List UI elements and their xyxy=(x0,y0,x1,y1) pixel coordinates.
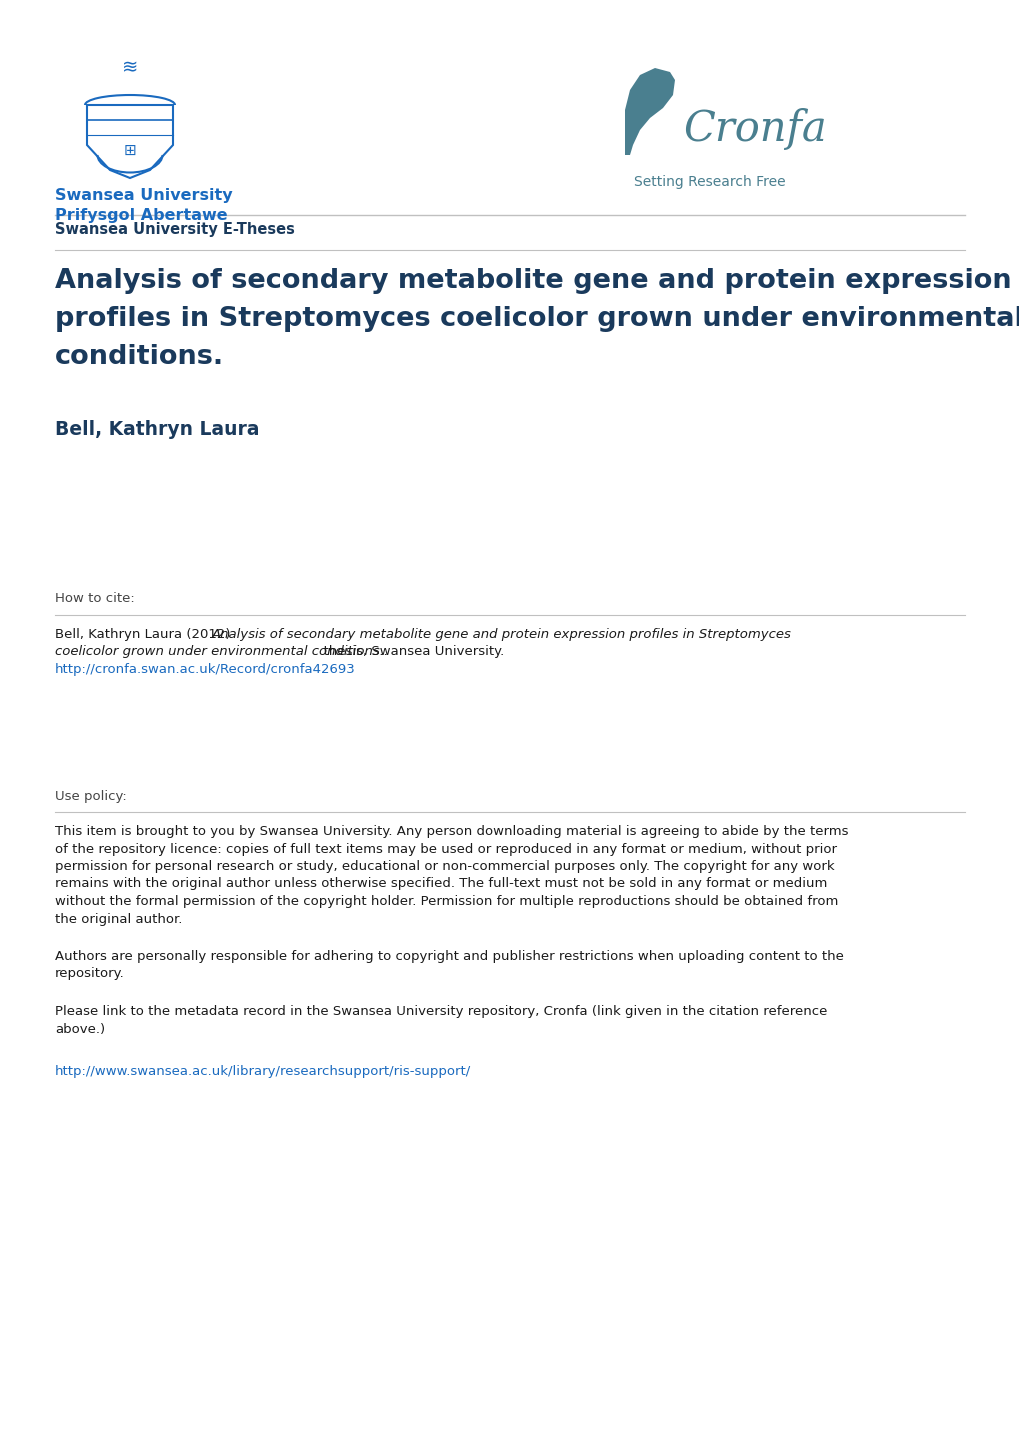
Text: above.): above.) xyxy=(55,1023,105,1036)
Text: remains with the original author unless otherwise specified. The full-text must : remains with the original author unless … xyxy=(55,877,826,890)
Text: coelicolor grown under environmental conditions..: coelicolor grown under environmental con… xyxy=(55,645,388,658)
Text: repository.: repository. xyxy=(55,967,124,980)
Text: ≋: ≋ xyxy=(121,59,138,78)
Text: Swansea University E-Theses: Swansea University E-Theses xyxy=(55,222,294,237)
Text: Authors are personally responsible for adhering to copyright and publisher restr: Authors are personally responsible for a… xyxy=(55,949,843,962)
Text: Analysis of secondary metabolite gene and protein expression: Analysis of secondary metabolite gene an… xyxy=(55,268,1011,294)
Text: Use policy:: Use policy: xyxy=(55,789,126,802)
Text: thesis, Swansea University.: thesis, Swansea University. xyxy=(315,645,503,658)
Text: without the formal permission of the copyright holder. Permission for multiple r: without the formal permission of the cop… xyxy=(55,895,838,908)
Text: Prifysgol Abertawe: Prifysgol Abertawe xyxy=(55,208,227,224)
Polygon shape xyxy=(625,68,675,154)
Text: Bell, Kathryn Laura: Bell, Kathryn Laura xyxy=(55,420,259,439)
Text: profiles in Streptomyces coelicolor grown under environmental: profiles in Streptomyces coelicolor grow… xyxy=(55,306,1019,332)
Text: http://www.swansea.ac.uk/library/researchsupport/ris-support/: http://www.swansea.ac.uk/library/researc… xyxy=(55,1065,471,1078)
Text: How to cite:: How to cite: xyxy=(55,592,135,605)
Text: Bell, Kathryn Laura (2012): Bell, Kathryn Laura (2012) xyxy=(55,628,238,641)
Text: Please link to the metadata record in the Swansea University repository, Cronfa : Please link to the metadata record in th… xyxy=(55,1004,826,1017)
Text: Swansea University: Swansea University xyxy=(55,188,232,203)
Text: conditions.: conditions. xyxy=(55,343,224,369)
Text: Cronfa: Cronfa xyxy=(683,108,826,150)
Text: permission for personal research or study, educational or non-commercial purpose: permission for personal research or stud… xyxy=(55,860,834,873)
Text: of the repository licence: copies of full text items may be used or reproduced i: of the repository licence: copies of ful… xyxy=(55,843,837,856)
Text: Setting Research Free: Setting Research Free xyxy=(634,175,785,189)
Text: Analysis of secondary metabolite gene and protein expression profiles in Strepto: Analysis of secondary metabolite gene an… xyxy=(212,628,791,641)
Text: ⊞: ⊞ xyxy=(123,143,137,157)
Text: This item is brought to you by Swansea University. Any person downloading materi: This item is brought to you by Swansea U… xyxy=(55,825,848,838)
Text: http://cronfa.swan.ac.uk/Record/cronfa42693: http://cronfa.swan.ac.uk/Record/cronfa42… xyxy=(55,662,356,675)
Text: the original author.: the original author. xyxy=(55,912,182,925)
